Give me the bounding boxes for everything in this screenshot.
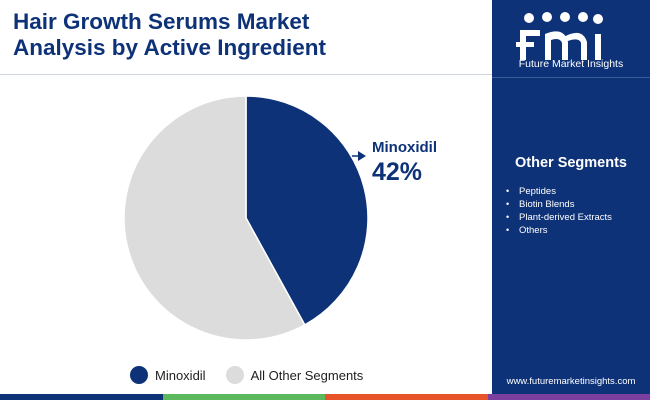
title-line-1: Hair Growth Serums Market — [13, 9, 310, 34]
website-url: www.futuremarketinsights.com — [506, 376, 636, 387]
legend-item-minoxidil: Minoxidil — [130, 366, 206, 384]
bullet-icon: • — [506, 186, 510, 196]
main-panel: Hair Growth Serums Market Analysis by Ac… — [0, 9, 492, 384]
legend-item-other-segments: All Other Segments — [225, 366, 364, 384]
minoxidil-annotation: Minoxidil 42% — [372, 139, 437, 187]
title-divider — [0, 74, 492, 75]
pie-slice-all-other-segments — [123, 95, 306, 341]
list-item: • Peptides — [506, 185, 612, 198]
annotation-label: Minoxidil — [372, 139, 437, 156]
brand-name: Future Market Insights — [518, 58, 624, 70]
legend-swatch-minoxidil — [130, 366, 148, 384]
legend-label-other-segments: All Other Segments — [250, 367, 364, 383]
sidebar: Future Market Insights Other Segments • P… — [492, 0, 650, 394]
segment-label: Biotin Blends — [519, 199, 575, 210]
sidebar-divider — [492, 77, 650, 78]
footer-stripe — [0, 394, 163, 400]
bullet-icon: • — [506, 212, 510, 222]
chart-legend: Minoxidil All Other Segments — [130, 366, 383, 384]
annotation-value: 42% — [372, 158, 423, 186]
fmi-logo — [516, 12, 603, 60]
footer-stripe — [162, 394, 325, 400]
footer-stripe — [487, 394, 650, 400]
chart-title: Hair Growth Serums Market Analysis by Ac… — [13, 9, 326, 61]
other-segments-list: • Peptides • Biotin Blends • Plant-derived … — [506, 185, 612, 237]
segment-label: Others — [519, 225, 548, 236]
annotation-arrow-icon — [358, 151, 366, 161]
list-item: • Others — [506, 224, 612, 237]
footer-color-bar — [0, 394, 650, 400]
list-item: • Biotin Blends — [506, 198, 612, 211]
footer-stripe — [325, 394, 488, 400]
pie-slice-minoxidil — [245, 95, 369, 326]
pie-slices — [123, 95, 369, 341]
pie-chart — [123, 95, 369, 341]
segment-label: Peptides — [519, 186, 556, 197]
legend-swatch-other-segments — [225, 366, 244, 384]
legend-label-minoxidil: Minoxidil — [155, 367, 206, 383]
bullet-icon: • — [506, 225, 510, 235]
title-line-2: Analysis by Active Ingredient — [13, 35, 327, 60]
other-segments-heading: Other Segments — [515, 155, 627, 171]
segment-label: Plant-derived Extracts — [519, 212, 612, 223]
bullet-icon: • — [506, 199, 510, 209]
list-item: • Plant-derived Extracts — [506, 211, 612, 224]
